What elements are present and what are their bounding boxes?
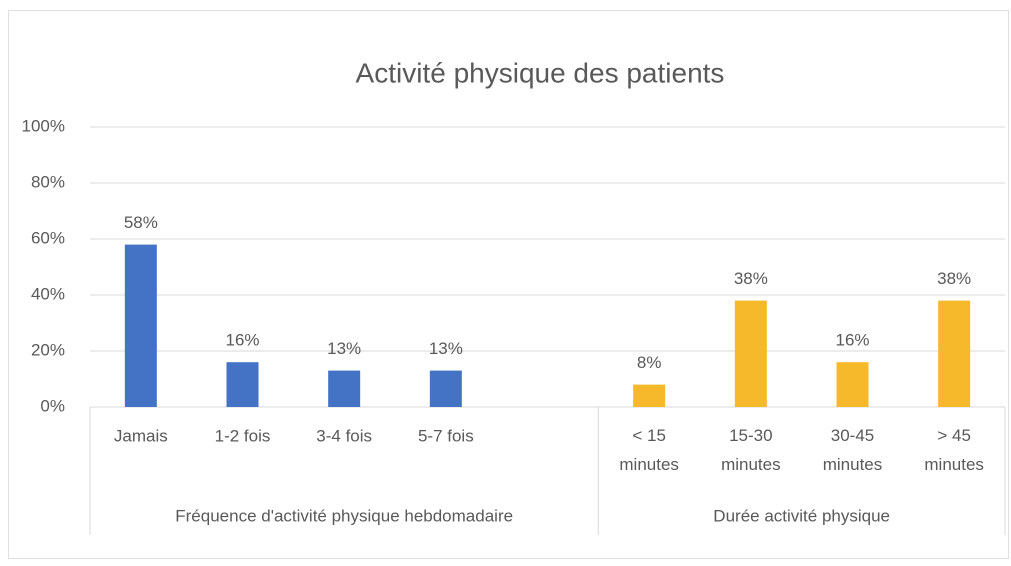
x-tick-label: > 45 minutes: [924, 426, 984, 474]
bar: [429, 370, 462, 407]
bar: [836, 362, 869, 407]
group-label: Fréquence d'activité physique hebdomadai…: [175, 506, 513, 525]
bar: [938, 300, 971, 407]
data-label: 13%: [429, 339, 463, 358]
data-label: 16%: [835, 331, 869, 350]
x-tick-label-line: minutes: [721, 455, 781, 474]
y-tick-label: 60%: [31, 228, 65, 247]
x-tick-label-line: 30-45: [831, 426, 874, 445]
x-tick-label: 15-30 minutes: [721, 426, 781, 474]
y-tick-label: 0%: [40, 396, 65, 415]
data-label: 16%: [225, 331, 259, 350]
x-tick-label: < 15 minutes: [619, 426, 679, 474]
bar: [328, 370, 361, 407]
x-tick-label-line: < 15: [632, 426, 666, 445]
data-label: 38%: [734, 269, 768, 288]
x-tick-label: 5-7 fois: [418, 426, 474, 445]
bar: [734, 300, 767, 407]
x-tick-label: 3-4 fois: [316, 426, 372, 445]
data-label: 13%: [327, 339, 361, 358]
bar: [226, 362, 259, 407]
chart-title: Activité physique des patients: [356, 57, 725, 88]
x-tick-label-line: minutes: [924, 455, 984, 474]
x-tick-label: 30-45 minutes: [823, 426, 883, 474]
data-label: 8%: [637, 353, 662, 372]
data-label: 38%: [937, 269, 971, 288]
bar: [124, 244, 157, 407]
y-tick-label: 80%: [31, 172, 65, 191]
y-tick-label: 20%: [31, 340, 65, 359]
data-label: 58%: [124, 213, 158, 232]
bar: [633, 384, 666, 407]
x-tick-label-line: > 45: [937, 426, 971, 445]
group-label: Durée activité physique: [713, 506, 890, 525]
x-tick-label: Jamais: [114, 426, 168, 445]
x-tick-label-line: 15-30: [729, 426, 772, 445]
x-tick-label: 1-2 fois: [215, 426, 271, 445]
x-tick-label-line: minutes: [619, 455, 679, 474]
y-tick-label: 40%: [31, 284, 65, 303]
y-tick-label: 100%: [22, 116, 65, 135]
chart-border: [8, 10, 1009, 559]
x-tick-label-line: minutes: [823, 455, 883, 474]
